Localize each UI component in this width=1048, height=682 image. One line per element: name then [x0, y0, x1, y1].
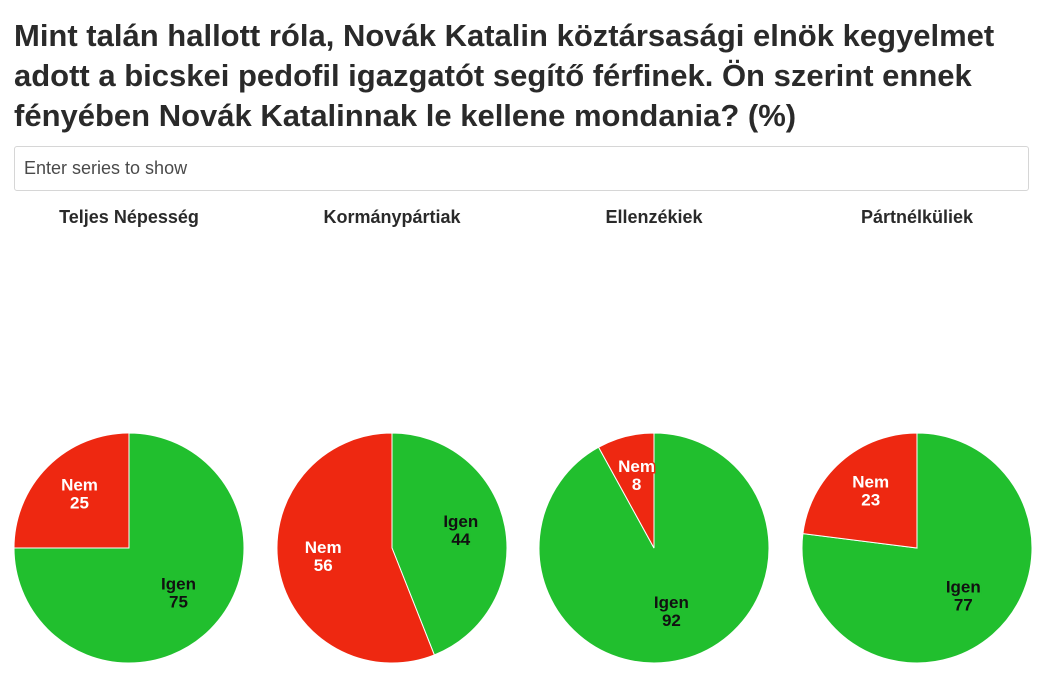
pie-data-label-nem: Nem 23	[852, 473, 889, 510]
pie-label-value: 25	[70, 494, 89, 513]
pie-title-ellenzekiek: Ellenzékiek	[605, 207, 703, 227]
chart-title: Mint talán hallott róla, Novák Katalin k…	[14, 18, 995, 133]
pie-label-value: 92	[662, 611, 681, 630]
pie-ellenzekiek: Igen 92 Nem 8	[538, 432, 770, 664]
pie-data-label-igen: Igen 44	[443, 512, 478, 549]
pie-partnelkuliek: Igen 77 Nem 23	[801, 432, 1033, 664]
pie-title-kormanypartiak: Kormánypártiak	[323, 207, 461, 227]
pie-slice-nem[interactable]	[13, 432, 130, 549]
pie-data-label-nem: Nem 56	[305, 538, 342, 575]
pie-title-partnelkuliek: Pártnélküliek	[860, 207, 974, 227]
pie-data-label-igen: Igen 75	[161, 575, 196, 612]
pie-slice-igen[interactable]	[13, 432, 245, 664]
pie-teljes-nepesseg: Igen 75 Nem 25	[13, 432, 245, 664]
pie-label-category: Nem	[305, 538, 342, 557]
pie-label-category: Igen	[946, 578, 981, 597]
pie-slice-nem[interactable]	[276, 432, 435, 664]
pie-label-value: 75	[169, 593, 188, 612]
pie-slice-nem[interactable]	[802, 432, 918, 549]
pie-title-teljes-nepesseg: Teljes Népesség	[59, 207, 199, 227]
pie-slice-igen[interactable]	[391, 432, 508, 656]
pie-data-label-nem: Nem 25	[61, 476, 98, 513]
pie-label-category: Nem	[61, 476, 98, 495]
pie-data-label-igen: Igen 92	[654, 593, 689, 630]
pie-label-category: Igen	[654, 593, 689, 612]
pie-slice-igen[interactable]	[801, 432, 1033, 664]
pie-kormanypartiak: Igen 44 Nem 56	[276, 432, 508, 664]
pie-label-category: Nem	[618, 457, 655, 476]
pie-label-value: 44	[451, 530, 470, 549]
pie-label-category: Nem	[852, 473, 889, 492]
pie-data-label-nem: Nem 8	[618, 457, 655, 494]
pie-label-category: Igen	[161, 575, 196, 594]
pie-data-label-igen: Igen 77	[946, 578, 981, 615]
series-search-input[interactable]	[14, 146, 1029, 191]
pie-label-value: 56	[314, 556, 333, 575]
pie-slice-nem[interactable]	[597, 432, 655, 549]
pie-label-value: 77	[954, 596, 973, 615]
pie-label-value: 8	[632, 475, 641, 494]
pie-label-category: Igen	[443, 512, 478, 531]
pie-label-value: 23	[861, 491, 880, 510]
